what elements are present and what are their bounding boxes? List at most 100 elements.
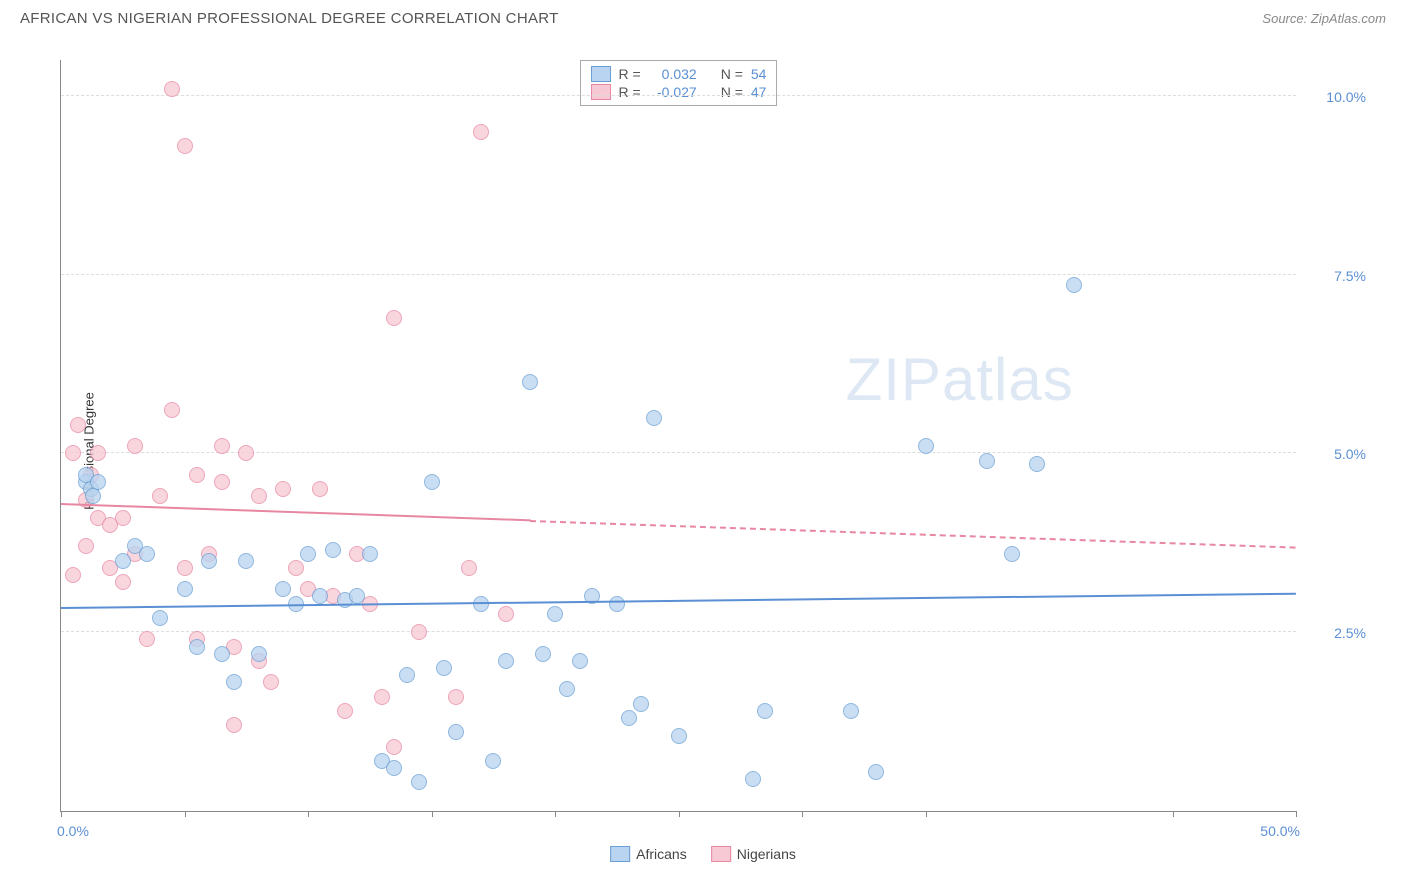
scatter-point-nigerians [65, 567, 81, 583]
scatter-point-africans [349, 588, 365, 604]
scatter-point-nigerians [275, 481, 291, 497]
scatter-point-africans [621, 710, 637, 726]
watermark-bold: ZIP [846, 346, 942, 413]
scatter-point-nigerians [312, 481, 328, 497]
swatch-nigerians [591, 84, 611, 100]
trend-line-nigerians [61, 503, 530, 521]
source-value: ZipAtlas.com [1311, 11, 1386, 26]
gridline [61, 631, 1296, 632]
legend-item-africans: Africans [610, 846, 687, 862]
scatter-point-nigerians [177, 560, 193, 576]
scatter-point-africans [85, 488, 101, 504]
scatter-point-nigerians [238, 445, 254, 461]
gridline [61, 274, 1296, 275]
source-label: Source: [1262, 11, 1307, 26]
x-tick [802, 811, 803, 817]
x-tick-label: 0.0% [57, 823, 89, 839]
x-tick [61, 811, 62, 817]
scatter-point-nigerians [65, 445, 81, 461]
x-tick [185, 811, 186, 817]
scatter-point-africans [547, 606, 563, 622]
scatter-point-africans [386, 760, 402, 776]
gridline [61, 95, 1296, 96]
n-value-nigerians: 47 [751, 84, 767, 100]
scatter-point-africans [522, 374, 538, 390]
scatter-point-nigerians [177, 138, 193, 154]
scatter-point-nigerians [115, 510, 131, 526]
scatter-point-nigerians [374, 689, 390, 705]
trend-line-africans [61, 593, 1296, 609]
swatch-africans [591, 66, 611, 82]
n-label: N = [721, 84, 743, 100]
trend-line-nigerians [530, 520, 1296, 549]
scatter-point-africans [979, 453, 995, 469]
y-tick-label: 10.0% [1326, 89, 1366, 105]
scatter-point-africans [139, 546, 155, 562]
scatter-point-nigerians [90, 445, 106, 461]
chart-title: AFRICAN VS NIGERIAN PROFESSIONAL DEGREE … [20, 10, 559, 27]
scatter-point-nigerians [214, 474, 230, 490]
scatter-point-africans [115, 553, 131, 569]
x-tick [555, 811, 556, 817]
chart-header: AFRICAN VS NIGERIAN PROFESSIONAL DEGREE … [0, 0, 1406, 32]
scatter-point-africans [1029, 456, 1045, 472]
chart-source: Source: ZipAtlas.com [1262, 11, 1386, 26]
x-tick [679, 811, 680, 817]
scatter-point-africans [572, 653, 588, 669]
y-tick-label: 2.5% [1334, 625, 1366, 641]
r-label: R = [619, 66, 641, 82]
scatter-point-africans [411, 774, 427, 790]
scatter-point-africans [275, 581, 291, 597]
scatter-point-africans [646, 410, 662, 426]
watermark-light: atlas [942, 346, 1074, 413]
r-label: R = [619, 84, 641, 100]
scatter-point-nigerians [411, 624, 427, 640]
scatter-point-africans [757, 703, 773, 719]
scatter-point-nigerians [70, 417, 86, 433]
scatter-point-africans [177, 581, 193, 597]
scatter-point-nigerians [164, 81, 180, 97]
scatter-point-africans [325, 542, 341, 558]
scatter-point-nigerians [498, 606, 514, 622]
scatter-point-nigerians [461, 560, 477, 576]
stats-row-nigerians: R = -0.027 N = 47 [591, 83, 767, 101]
x-tick-label: 50.0% [1260, 823, 1300, 839]
scatter-point-africans [745, 771, 761, 787]
scatter-point-africans [251, 646, 267, 662]
n-label: N = [721, 66, 743, 82]
scatter-point-africans [201, 553, 217, 569]
x-tick [308, 811, 309, 817]
scatter-point-africans [300, 546, 316, 562]
legend-label: Nigerians [737, 846, 796, 862]
swatch-nigerians [711, 846, 731, 862]
scatter-point-nigerians [152, 488, 168, 504]
scatter-point-africans [843, 703, 859, 719]
scatter-point-nigerians [189, 467, 205, 483]
scatter-point-nigerians [139, 631, 155, 647]
x-tick [1296, 811, 1297, 817]
scatter-point-africans [918, 438, 934, 454]
scatter-point-africans [399, 667, 415, 683]
scatter-point-nigerians [473, 124, 489, 140]
scatter-point-africans [312, 588, 328, 604]
y-tick-label: 7.5% [1334, 268, 1366, 284]
scatter-point-africans [1004, 546, 1020, 562]
legend-label: Africans [636, 846, 687, 862]
legend-item-nigerians: Nigerians [711, 846, 796, 862]
scatter-point-nigerians [337, 703, 353, 719]
scatter-point-africans [633, 696, 649, 712]
scatter-point-africans [498, 653, 514, 669]
r-value-nigerians: -0.027 [649, 84, 697, 100]
scatter-point-africans [362, 546, 378, 562]
scatter-point-africans [485, 753, 501, 769]
scatter-point-africans [671, 728, 687, 744]
scatter-point-nigerians [78, 538, 94, 554]
scatter-point-africans [1066, 277, 1082, 293]
scatter-point-africans [609, 596, 625, 612]
scatter-point-africans [535, 646, 551, 662]
stats-legend: R = 0.032 N = 54 R = -0.027 N = 47 [580, 60, 778, 106]
scatter-point-africans [214, 646, 230, 662]
y-tick-label: 5.0% [1334, 446, 1366, 462]
scatter-point-nigerians [127, 438, 143, 454]
bottom-legend: Africans Nigerians [610, 846, 796, 862]
